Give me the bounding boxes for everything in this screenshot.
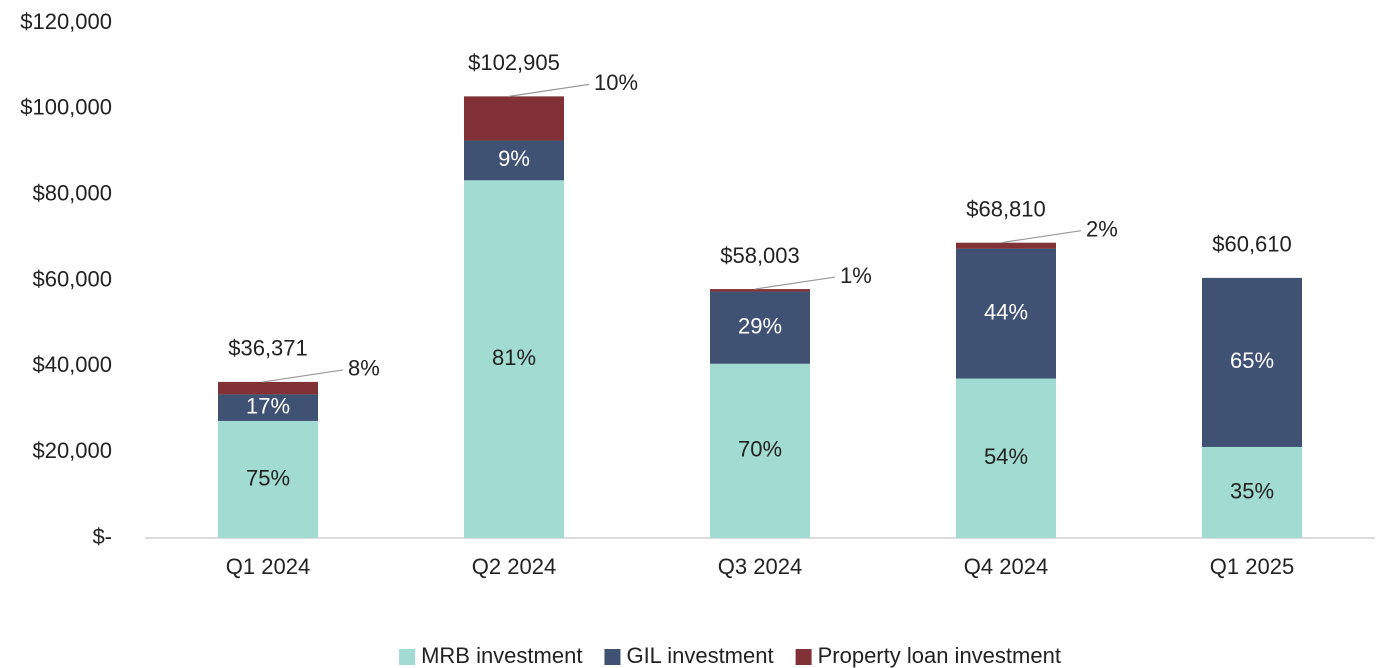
x-tick-label: Q1 2024 bbox=[226, 554, 310, 579]
total-label: $68,810 bbox=[966, 197, 1046, 222]
legend-swatch bbox=[604, 649, 621, 665]
bar-segment bbox=[464, 140, 564, 181]
data-label: 9% bbox=[498, 146, 530, 171]
y-tick-label: $80,000 bbox=[32, 180, 112, 205]
data-label: 8% bbox=[348, 356, 380, 381]
y-tick-label: $100,000 bbox=[20, 95, 112, 120]
bar-segment bbox=[710, 363, 810, 538]
total-label: $102,905 bbox=[468, 50, 560, 75]
data-label: 17% bbox=[246, 393, 290, 418]
x-tick-label: Q1 2025 bbox=[1210, 554, 1294, 579]
leader-line bbox=[508, 83, 590, 97]
legend-label: Property loan investment bbox=[818, 643, 1061, 668]
legend-swatch bbox=[399, 649, 416, 665]
y-tick-label: $120,000 bbox=[20, 9, 112, 34]
total-label: $60,610 bbox=[1212, 232, 1292, 257]
bar-segment bbox=[956, 248, 1056, 379]
bar-segment bbox=[710, 289, 810, 292]
data-label: 75% bbox=[246, 465, 290, 490]
legend-label: GIL investment bbox=[626, 643, 773, 668]
bar-segment bbox=[464, 180, 564, 538]
bar-segment bbox=[1202, 277, 1302, 447]
y-tick-label: $40,000 bbox=[32, 352, 112, 377]
total-label: $58,003 bbox=[720, 243, 800, 268]
total-label: $36,371 bbox=[228, 336, 308, 361]
data-label: 70% bbox=[738, 437, 782, 462]
bar-segment bbox=[464, 96, 564, 141]
bar-segment bbox=[956, 242, 1056, 249]
data-label: 81% bbox=[492, 345, 536, 370]
bar-segment bbox=[956, 378, 1056, 538]
leader-line bbox=[1000, 230, 1082, 244]
data-label: 35% bbox=[1230, 478, 1274, 503]
bar-segment bbox=[218, 381, 318, 395]
data-label: 65% bbox=[1230, 348, 1274, 373]
leader-line bbox=[754, 276, 836, 290]
y-tick-label: $- bbox=[92, 524, 112, 549]
leader-line bbox=[262, 369, 344, 383]
legend-swatch bbox=[795, 649, 812, 665]
bar-segment bbox=[218, 420, 318, 538]
data-label: 2% bbox=[1086, 217, 1118, 242]
legend-label: MRB investment bbox=[421, 643, 582, 668]
bar-segment bbox=[218, 394, 318, 421]
data-label: 44% bbox=[984, 299, 1028, 324]
data-label: 10% bbox=[594, 70, 638, 95]
x-tick-label: Q2 2024 bbox=[472, 554, 556, 579]
data-label: 1% bbox=[840, 263, 872, 288]
x-tick-label: Q4 2024 bbox=[964, 554, 1048, 579]
data-label: 54% bbox=[984, 444, 1028, 469]
y-tick-label: $20,000 bbox=[32, 438, 112, 463]
x-tick-label: Q3 2024 bbox=[718, 554, 802, 579]
bar-segment bbox=[1202, 446, 1302, 538]
y-tick-label: $60,000 bbox=[32, 266, 112, 291]
bar-segment bbox=[710, 291, 810, 364]
data-label: 29% bbox=[738, 313, 782, 338]
